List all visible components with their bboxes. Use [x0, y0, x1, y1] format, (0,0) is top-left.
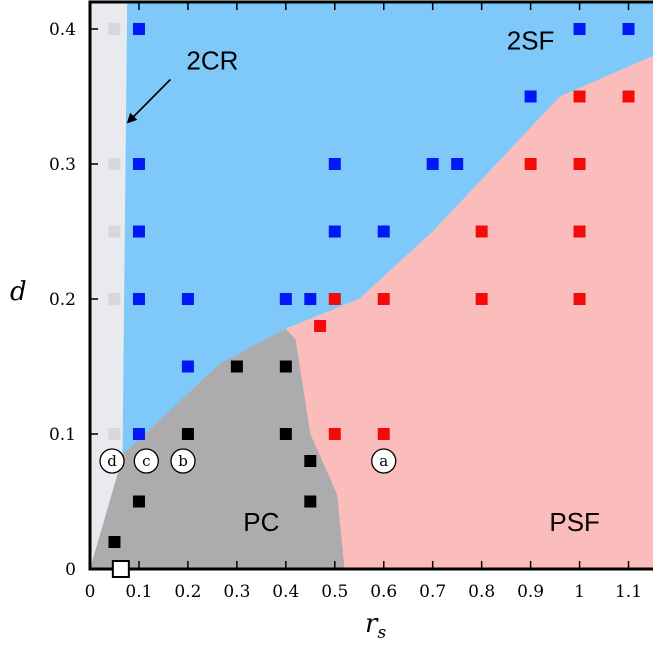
- marker-2cr: [108, 158, 121, 170]
- x-tick-label: 1.1: [615, 582, 642, 602]
- circle-marker-label-b: b: [178, 452, 188, 470]
- marker-2sf: [524, 90, 537, 103]
- x-axis-title: rs: [365, 609, 386, 643]
- y-tick-label: 0.4: [49, 20, 76, 40]
- x-tick-label: 0.2: [174, 582, 201, 602]
- marker-2sf: [132, 225, 145, 238]
- marker-pc: [304, 495, 317, 508]
- x-tick-label: 0.9: [517, 582, 544, 602]
- marker-psf: [314, 320, 327, 332]
- marker-2sf: [328, 158, 341, 170]
- marker-2sf: [377, 225, 390, 238]
- marker-psf: [573, 158, 586, 170]
- ticks: 0 0.1 0.2 0.3 0.4 0.5 0.6 0.7 0.8 0.9 1 1.1 0 0.1 0.2 0…: [49, 2, 642, 602]
- marker-pc: [132, 495, 145, 508]
- marker-2sf: [426, 158, 439, 170]
- marker-2cr: [108, 23, 121, 35]
- circle-marker-a: [371, 448, 397, 474]
- marker-psf: [573, 293, 586, 305]
- circle-marker-label-c: c: [142, 452, 150, 470]
- x-tick-label: 0.6: [370, 582, 397, 602]
- circle-marker-label-a: a: [379, 452, 388, 470]
- marker-pc: [108, 536, 121, 548]
- annotations: a b c d 2SF 2CR PC PSF: [99, 25, 600, 537]
- circle-marker-b: [170, 448, 196, 474]
- x-axis-title-sub: s: [377, 623, 386, 643]
- open-square-marker: [111, 560, 130, 578]
- region-label-2sf: 2SF: [507, 25, 555, 55]
- marker-2sf: [132, 428, 145, 440]
- marker-2sf: [181, 293, 194, 305]
- marker-psf: [524, 158, 537, 170]
- x-tick-label: 1: [574, 582, 585, 602]
- marker-2sf: [132, 158, 145, 170]
- marker-2sf: [181, 360, 194, 373]
- marker-pc: [304, 455, 317, 467]
- region-2sf: [121, 2, 653, 569]
- x-axis-title-main: r: [365, 609, 379, 639]
- data-markers: [108, 23, 635, 548]
- region-psf: [285, 56, 653, 569]
- marker-psf: [573, 225, 586, 238]
- circle-marker-d: [99, 448, 125, 474]
- marker-psf: [475, 225, 488, 238]
- marker-pc: [279, 360, 292, 373]
- x-tick-label: 0: [85, 582, 96, 602]
- plot-frame: [88, 0, 653, 571]
- x-tick-label: 0.4: [272, 582, 299, 602]
- marker-2sf: [132, 23, 145, 35]
- region-label-psf: PSF: [549, 507, 600, 537]
- marker-2sf: [304, 293, 317, 305]
- x-tick-label: 0.7: [419, 582, 446, 602]
- y-tick-label: 0.3: [49, 155, 76, 175]
- annotation-arrow-head: [126, 112, 138, 124]
- marker-2cr: [108, 293, 121, 305]
- marker-2sf: [132, 293, 145, 305]
- marker-pc: [279, 428, 292, 440]
- marker-pc: [230, 360, 243, 373]
- x-tick-label: 0.3: [223, 582, 250, 602]
- x-tick-label: 0.8: [468, 582, 495, 602]
- marker-psf: [328, 428, 341, 440]
- y-tick-label: 0.2: [49, 290, 76, 310]
- region-label-pc: PC: [243, 507, 279, 537]
- marker-2sf: [573, 23, 586, 35]
- marker-2cr: [108, 225, 121, 238]
- x-tick-label: 0.1: [125, 582, 152, 602]
- annotation-arrow-line: [131, 78, 171, 120]
- marker-psf: [573, 90, 586, 103]
- region-pc: [90, 328, 345, 569]
- marker-psf: [377, 293, 390, 305]
- circle-marker-label-d: d: [107, 452, 117, 470]
- marker-2sf: [279, 293, 292, 305]
- marker-psf: [475, 293, 488, 305]
- region-label-2cr: 2CR: [186, 46, 238, 76]
- y-tick-label: 0.1: [49, 425, 76, 445]
- y-axis-title: d: [10, 277, 27, 307]
- axes: [88, 0, 653, 571]
- marker-2sf: [328, 225, 341, 238]
- marker-psf: [377, 428, 390, 440]
- phase-regions: [90, 2, 653, 569]
- y-tick-label: 0: [65, 560, 76, 580]
- marker-2cr: [108, 428, 121, 440]
- circle-marker-c: [133, 448, 159, 474]
- x-tick-label: 0.5: [321, 582, 348, 602]
- marker-psf: [328, 293, 341, 305]
- marker-pc: [181, 428, 194, 440]
- marker-psf: [622, 90, 635, 103]
- marker-2sf: [451, 158, 464, 170]
- marker-2sf: [622, 23, 635, 35]
